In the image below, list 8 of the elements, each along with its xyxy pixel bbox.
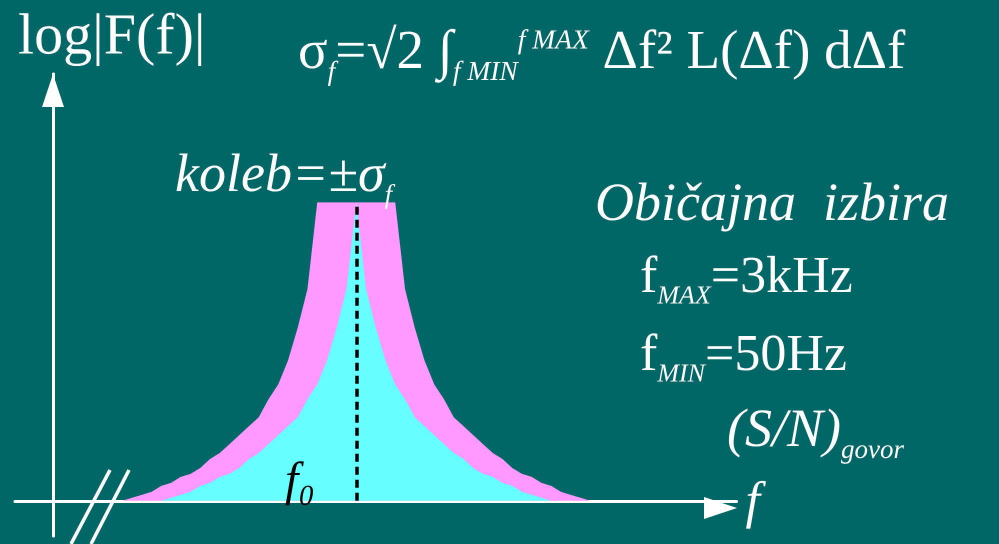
y-axis-title: log|F(f)| <box>18 2 206 66</box>
x-axis-title: f <box>746 472 766 530</box>
annotation: (S/N)$_{govor}$ <box>727 398 904 464</box>
annotation: f$_{MIN}$=50Hz <box>640 325 847 388</box>
annotation: f$_{MAX}$=3kHz <box>640 247 853 310</box>
annotation: f₀ <box>285 453 316 506</box>
text: σ$_{f}$=√2 ∫$_{f MIN}$$^{f MAX}$ Δf² L(Δf) dΔf <box>298 19 906 86</box>
annotation: Običajna izbira <box>595 172 950 232</box>
